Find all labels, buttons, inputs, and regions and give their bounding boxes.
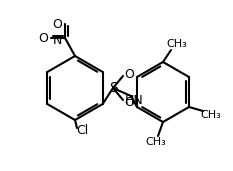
Text: CH₃: CH₃	[201, 110, 221, 120]
Text: CH₃: CH₃	[146, 137, 166, 147]
Text: CH₃: CH₃	[167, 39, 187, 49]
Text: O: O	[52, 17, 62, 30]
Text: O: O	[124, 95, 134, 109]
Text: Cl: Cl	[76, 124, 88, 137]
Text: O: O	[124, 68, 134, 81]
Text: S: S	[109, 81, 117, 95]
Text: N: N	[52, 34, 62, 47]
Text: HN: HN	[125, 94, 143, 107]
Text: O: O	[38, 31, 48, 44]
